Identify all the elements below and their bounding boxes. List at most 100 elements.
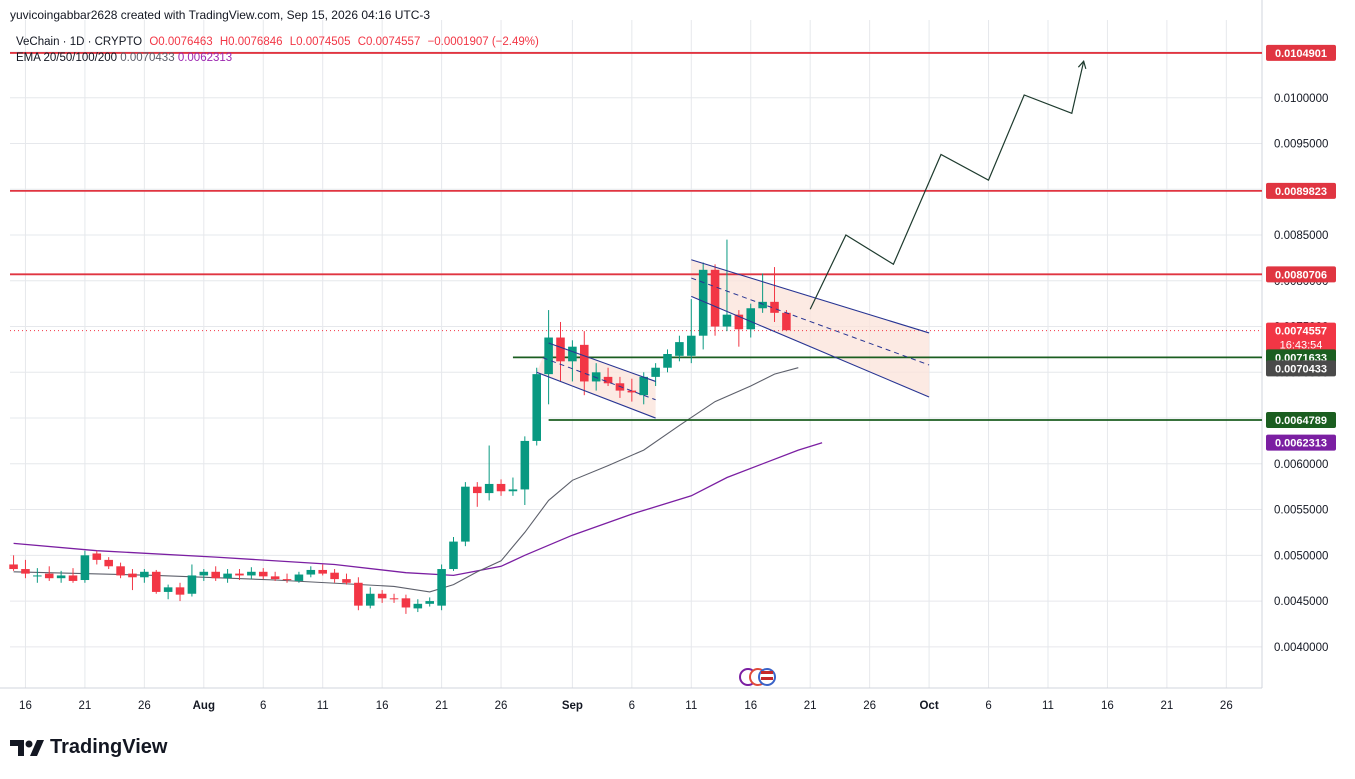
time-tick-label: 16 — [744, 700, 757, 712]
candle-body[interactable] — [163, 587, 173, 592]
candle-body[interactable] — [9, 564, 18, 570]
candle-body[interactable] — [247, 571, 256, 576]
candlesticks — [9, 239, 791, 614]
candle-body[interactable] — [140, 571, 149, 578]
time-tick-label: 6 — [629, 700, 635, 712]
channel-2-lower[interactable] — [691, 295, 930, 398]
channel-1-upper[interactable] — [548, 342, 656, 382]
candle-body[interactable] — [603, 376, 613, 384]
candle-body[interactable] — [151, 571, 161, 592]
price-label-text: 0.0089823 — [1275, 186, 1327, 198]
candle-body[interactable] — [282, 579, 292, 581]
candle-body[interactable] — [746, 308, 756, 330]
candle-body[interactable] — [556, 337, 565, 362]
candle-body[interactable] — [627, 390, 637, 393]
channel-2-upper[interactable] — [691, 259, 930, 334]
candle-body[interactable] — [710, 269, 720, 327]
candle-body[interactable] — [591, 372, 601, 382]
price-label-box[interactable] — [1266, 182, 1336, 199]
projection-path[interactable] — [809, 61, 1085, 310]
candle-body[interactable] — [175, 587, 185, 595]
price-tick-label: 0.0060000 — [1274, 459, 1328, 471]
candle-body[interactable] — [56, 575, 66, 579]
candle-body[interactable] — [33, 575, 42, 577]
candle-body[interactable] — [377, 593, 387, 599]
candle-body[interactable] — [461, 486, 470, 542]
candle-body[interactable] — [401, 598, 411, 608]
time-tick-label: 26 — [1220, 700, 1233, 712]
candle-body[interactable] — [306, 569, 316, 575]
candle-body[interactable] — [294, 574, 304, 581]
candle-body[interactable] — [211, 571, 220, 579]
price-tick-label: 0.0085000 — [1274, 230, 1328, 242]
price-label-box[interactable] — [1266, 411, 1336, 428]
candle-body[interactable] — [425, 601, 434, 604]
price-label-text: 0.0074557 — [1275, 326, 1327, 338]
symbol-title[interactable]: VeChain · 1D · CRYPTO — [16, 36, 143, 48]
candle-body[interactable] — [508, 489, 518, 492]
candle-body[interactable] — [734, 314, 744, 330]
ema-legend[interactable]: EMA 20/50/100/200 0.0070433 0.0062313 — [16, 52, 232, 64]
price-label-box[interactable] — [1266, 44, 1336, 61]
candle-body[interactable] — [354, 582, 363, 606]
candle-body[interactable] — [187, 575, 197, 594]
candle-body[interactable] — [770, 301, 779, 313]
candle-body[interactable] — [92, 553, 102, 560]
candle-body[interactable] — [449, 541, 458, 570]
candle-body[interactable] — [21, 569, 30, 574]
candle-body[interactable] — [651, 367, 660, 377]
candle-body[interactable] — [496, 483, 506, 492]
price-label-box[interactable] — [1266, 266, 1336, 283]
ema-label[interactable]: EMA 20/50/100/200 — [16, 52, 118, 64]
ema-value-2: 0.0062313 — [177, 52, 233, 64]
candle-body[interactable] — [532, 374, 542, 441]
candle-body[interactable] — [437, 569, 446, 606]
candle-body[interactable] — [520, 440, 530, 490]
candle-body[interactable] — [484, 483, 494, 494]
price-label-box[interactable] — [1266, 360, 1336, 377]
time-tick-label: 16 — [1101, 700, 1114, 712]
candle-body[interactable] — [722, 314, 732, 327]
candle-body[interactable] — [128, 573, 137, 578]
candle-body[interactable] — [223, 573, 232, 579]
candle-body[interactable] — [389, 598, 399, 600]
time-tick-label: 21 — [804, 700, 817, 712]
candle-body[interactable] — [235, 573, 244, 576]
candle-body[interactable] — [687, 335, 696, 356]
candle-body[interactable] — [258, 571, 268, 577]
candle-body[interactable] — [782, 312, 791, 331]
time-tick-label: 11 — [317, 700, 329, 712]
candle-body[interactable] — [365, 593, 375, 606]
candle-body[interactable] — [675, 342, 684, 356]
price-label-box[interactable] — [1266, 434, 1336, 451]
candle-body[interactable] — [44, 573, 54, 579]
change-value: −0.0001907 (−2.49%) — [427, 36, 539, 48]
candle-body[interactable] — [104, 559, 113, 567]
candle-body[interactable] — [472, 486, 482, 494]
candle-body[interactable] — [639, 376, 649, 396]
candle-body[interactable] — [758, 301, 767, 309]
candle-body[interactable] — [568, 346, 577, 362]
price-label-text: 0.0070433 — [1275, 363, 1327, 375]
candle-body[interactable] — [318, 569, 327, 574]
candle-body[interactable] — [698, 269, 708, 336]
event-icons[interactable] — [739, 668, 776, 686]
candle-body[interactable] — [544, 337, 553, 375]
candle-body[interactable] — [330, 572, 339, 580]
candle-body[interactable] — [68, 575, 78, 581]
price-label-box[interactable] — [1266, 322, 1336, 353]
candle-body[interactable] — [116, 566, 125, 576]
tradingview-logo[interactable]: TradingView — [10, 736, 167, 759]
channel-1-lower[interactable] — [536, 371, 656, 419]
candle-body[interactable] — [663, 354, 672, 368]
tradingview-brand: TradingView — [50, 736, 168, 758]
candle-body[interactable] — [80, 555, 90, 581]
symbol-legend[interactable]: VeChain · 1D · CRYPTO O0.0076463 H0.0076… — [16, 36, 543, 48]
candle-body[interactable] — [579, 344, 589, 382]
candle-body[interactable] — [413, 603, 423, 609]
time-tick-label: 21 — [1160, 700, 1173, 712]
candle-body[interactable] — [199, 571, 209, 576]
candle-body[interactable] — [270, 576, 280, 580]
candle-body[interactable] — [342, 579, 351, 583]
